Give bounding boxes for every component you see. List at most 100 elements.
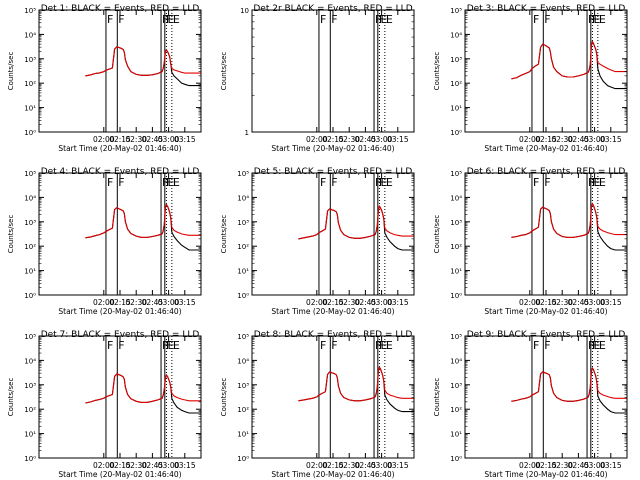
panel-7: Det 7: BLACK = Events, RED = LLDFFFFEE10…: [7, 330, 202, 479]
panel-title: Det 8: BLACK = Events, RED = LLD: [254, 330, 413, 340]
marker-e-label: E: [173, 176, 180, 189]
panel-8: Det 8: BLACK = Events, RED = LLDFFFFEE10…: [220, 330, 415, 479]
y-axis-label: Counts/sec: [7, 215, 15, 254]
y-tick-label: 10⁰: [450, 455, 462, 463]
panel-title: Det 9: BLACK = Events, RED = LLD: [467, 330, 626, 340]
marker-e-label: E: [380, 176, 387, 189]
y-tick-label: 10⁴: [450, 31, 462, 39]
x-tick-label: 03:15: [174, 135, 196, 144]
x-tick-label: 03:15: [387, 461, 409, 470]
events-line: [298, 366, 414, 413]
panel-title: Det 6: BLACK = Events, RED = LLD: [467, 167, 626, 177]
marker-e-label: E: [599, 13, 606, 26]
x-tick-label: 03:15: [387, 135, 409, 144]
marker-e-label: E: [593, 13, 600, 26]
x-tick-label: 03:00: [371, 461, 393, 470]
y-tick-label: 10¹: [24, 268, 36, 276]
x-tick-label: 02:00: [306, 461, 328, 470]
x-tick-label: 02:00: [306, 135, 328, 144]
y-tick-label: 10⁴: [450, 357, 462, 365]
y-tick-label: 10²: [237, 406, 249, 414]
x-tick-label: 02:00: [519, 298, 541, 307]
y-tick-label: 10²: [450, 406, 462, 414]
x-tick-label: 03:15: [174, 298, 196, 307]
x-tick-label: 02:00: [93, 298, 115, 307]
x-tick-label: 03:00: [158, 298, 180, 307]
y-tick-label: 10⁰: [450, 129, 462, 137]
x-tick-label: 03:15: [387, 298, 409, 307]
y-tick-label: 10⁵: [237, 170, 249, 178]
plot-frame: [251, 335, 415, 459]
x-axis-label: Start Time (20-May-02 01:46:40): [58, 144, 181, 153]
panel-9: Det 9: BLACK = Events, RED = LLDFFFFEE10…: [433, 330, 628, 479]
y-axis-label: Counts/sec: [220, 378, 228, 417]
marker-f-label: F: [320, 339, 326, 352]
marker-e-label: E: [173, 339, 180, 352]
y-tick-label: 10⁴: [450, 194, 462, 202]
marker-f-label: F: [331, 339, 337, 352]
y-tick-label: 10⁰: [450, 292, 462, 300]
marker-f-label: F: [118, 176, 124, 189]
marker-f-label: F: [166, 13, 172, 26]
marker-f-label: F: [331, 176, 337, 189]
x-tick-label: 02:45: [142, 298, 164, 307]
panel-6: Det 6: BLACK = Events, RED = LLDFFFFEE10…: [433, 167, 628, 316]
y-tick-label: 10⁵: [24, 7, 36, 15]
y-tick-label: 10⁰: [237, 455, 249, 463]
x-tick-label: 03:00: [371, 135, 393, 144]
events-line: [85, 203, 201, 251]
y-tick-label: 10¹: [237, 431, 249, 439]
panel-title: Det 4: BLACK = Events, RED = LLD: [41, 167, 200, 177]
y-axis-label: Counts/sec: [220, 52, 228, 91]
marker-e-label: E: [167, 13, 174, 26]
y-tick-label: 10²: [24, 406, 36, 414]
x-axis-label: Start Time (20-May-02 01:46:40): [484, 144, 607, 153]
x-tick-label: 02:45: [355, 461, 377, 470]
marker-f-label: F: [592, 176, 598, 189]
events-line: [298, 204, 414, 251]
x-tick-label: 02:00: [519, 135, 541, 144]
x-tick-label: 02:15: [322, 298, 344, 307]
y-tick-label: 10³: [450, 382, 462, 390]
marker-f-label: F: [544, 176, 550, 189]
marker-e-label: E: [386, 339, 393, 352]
marker-f-label: F: [331, 13, 337, 26]
marker-f-label: F: [379, 13, 385, 26]
y-axis-label: Counts/sec: [433, 378, 441, 417]
marker-f-label: F: [118, 339, 124, 352]
marker-e-label: E: [173, 13, 180, 26]
y-tick-label: 10³: [24, 56, 36, 64]
events-line: [85, 373, 201, 414]
x-tick-label: 02:00: [93, 135, 115, 144]
panel-5: Det 5: BLACK = Events, RED = LLDFFFFEE10…: [220, 167, 415, 316]
x-axis-label: Start Time (20-May-02 01:46:40): [484, 470, 607, 479]
x-tick-label: 02:45: [355, 135, 377, 144]
marker-f-label: F: [320, 13, 326, 26]
marker-f-label: F: [592, 13, 598, 26]
lld-line: [85, 373, 201, 404]
y-axis-label: Counts/sec: [433, 215, 441, 254]
y-tick-label: 10¹: [24, 431, 36, 439]
plot-frame: [251, 172, 415, 296]
y-tick-label: 10⁵: [237, 333, 249, 341]
lld-line: [511, 366, 627, 402]
x-tick-label: 02:45: [355, 298, 377, 307]
panel-2: Det 2r BLACK = Events, RED = LLDFFFFEE11…: [220, 4, 415, 153]
x-axis-label: Start Time (20-May-02 01:46:40): [271, 307, 394, 316]
marker-e-label: E: [380, 13, 387, 26]
x-tick-label: 03:15: [174, 461, 196, 470]
y-axis-label: Counts/sec: [220, 215, 228, 254]
y-tick-label: 10⁴: [24, 31, 36, 39]
y-tick-label: 10³: [237, 219, 249, 227]
x-tick-label: 03:00: [371, 298, 393, 307]
y-tick-label: 10: [240, 7, 249, 15]
lld-line: [85, 203, 201, 239]
y-tick-label: 10¹: [450, 105, 462, 113]
y-tick-label: 10⁵: [24, 170, 36, 178]
y-axis-label: Counts/sec: [433, 52, 441, 91]
y-tick-label: 10³: [450, 56, 462, 64]
plot-frame: [251, 9, 415, 133]
y-tick-label: 10¹: [24, 105, 36, 113]
marker-e-label: E: [380, 339, 387, 352]
y-axis-label: Counts/sec: [7, 378, 15, 417]
